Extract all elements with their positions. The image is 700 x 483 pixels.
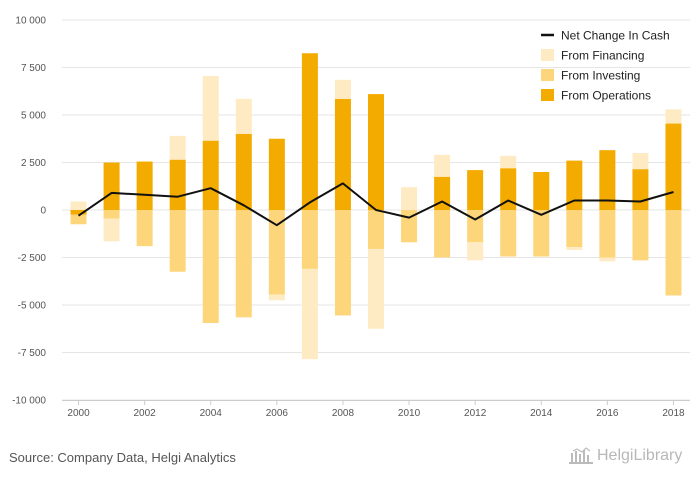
bar-from-investing-2008	[334, 210, 351, 316]
net-change-line-group	[77, 182, 674, 227]
y-tick-label: 7 500	[21, 63, 46, 74]
y-tick-label: 10 000	[15, 16, 46, 27]
legend-swatch-from-financing	[541, 49, 554, 61]
bar-from-operations-2009	[368, 94, 384, 210]
bar-from-operations-2012	[467, 170, 484, 210]
legend: Net Change In Cash From Financing From Inv…	[541, 29, 670, 103]
bar-from-financing-2009	[368, 248, 384, 329]
bar-from-financing-2008	[334, 79, 351, 99]
bar-from-operations-2007	[301, 53, 318, 210]
bar-from-investing-2006	[268, 210, 285, 295]
bar-from-operations-2014	[533, 172, 550, 210]
x-tick-label: 2014	[530, 408, 553, 419]
bar-from-operations-2006	[268, 138, 285, 210]
legend-label-from-operations: From Operations	[561, 89, 651, 103]
bar-from-investing-2004	[202, 210, 219, 324]
bar-from-financing-2016	[599, 257, 616, 262]
bar-from-investing-2017	[632, 210, 649, 261]
bar-from-financing-2001	[103, 218, 120, 242]
bar-from-investing-2015	[566, 210, 583, 248]
y-tick-label: 5 000	[21, 111, 46, 122]
legend-label-from-investing: From Investing	[561, 69, 640, 83]
y-tick-label: 2 500	[21, 158, 46, 169]
legend-swatch-from-operations	[541, 89, 554, 101]
bar-from-investing-2000	[70, 214, 87, 225]
bar-from-investing-2012	[467, 210, 484, 243]
x-tick-label: 2000	[67, 408, 90, 419]
bar-from-operations-2017	[632, 169, 649, 210]
y-tick-label: 0	[40, 206, 46, 217]
axes: -10 000 -7 500 -5 000 -2 500 0 2 500 5 000 7 50…	[12, 16, 690, 419]
bar-from-financing-2013	[500, 155, 517, 169]
legend-label-net-change-in-cash: Net Change In Cash	[561, 29, 670, 43]
x-tick-label: 2016	[596, 408, 619, 419]
bar-from-financing-2010	[401, 187, 418, 210]
helgi-library-logo: HelgiLibrary	[568, 447, 682, 465]
library-icon	[569, 447, 593, 464]
bar-from-financing-2004	[202, 76, 219, 141]
x-tick-label: 2002	[134, 408, 157, 419]
bar-from-financing-2003	[169, 135, 186, 160]
bar-from-investing-2002	[136, 210, 153, 247]
y-tick-label: -7 500	[18, 348, 47, 359]
y-tick-label: -10 000	[12, 396, 46, 407]
x-tick-label: 2010	[398, 408, 421, 419]
legend-label-from-financing: From Financing	[561, 49, 644, 63]
bar-from-operations-2000	[70, 210, 87, 215]
y-tick-label: -5 000	[18, 301, 47, 312]
bar-from-operations-2015	[566, 160, 583, 210]
bar-from-financing-2000	[70, 201, 87, 210]
bar-from-investing-2010	[401, 210, 418, 243]
source-note: Source: Company Data, Helgi Analytics	[9, 450, 236, 465]
bar-from-financing-2011	[434, 154, 451, 177]
y-tick-label: -2 500	[18, 253, 47, 264]
bar-from-operations-2003	[169, 159, 186, 210]
bar-from-financing-2015	[566, 247, 583, 250]
x-tick-label: 2008	[332, 408, 355, 419]
bar-from-investing-2009	[368, 210, 384, 249]
bar-from-investing-2011	[434, 210, 451, 258]
bar-from-investing-2003	[169, 210, 186, 272]
x-tick-label: 2012	[464, 408, 487, 419]
bar-from-investing-2001	[103, 210, 120, 219]
legend-swatch-from-investing	[541, 69, 554, 81]
bar-from-financing-2006	[268, 294, 285, 301]
bar-from-operations-2002	[136, 161, 153, 210]
bar-from-investing-2018	[665, 210, 682, 296]
bar-from-operations-2016	[599, 150, 616, 210]
bar-from-operations-2011	[434, 176, 451, 210]
bar-from-investing-2014	[533, 210, 550, 257]
bar-from-financing-2007	[301, 268, 318, 360]
bar-from-operations-2005	[235, 134, 252, 210]
x-tick-label: 2006	[266, 408, 289, 419]
bar-from-investing-2016	[599, 210, 616, 258]
x-tick-label: 2018	[662, 408, 685, 419]
bars	[70, 53, 682, 360]
bar-from-financing-2017	[632, 153, 649, 170]
bar-from-operations-2004	[202, 140, 219, 210]
bar-from-financing-2018	[665, 109, 682, 124]
bar-from-investing-2013	[500, 210, 517, 257]
bar-from-investing-2005	[235, 210, 252, 318]
bar-from-investing-2007	[301, 210, 318, 269]
bar-from-operations-2013	[500, 168, 517, 210]
bar-from-operations-2001	[103, 162, 120, 210]
bar-from-financing-2005	[235, 98, 252, 134]
logo-text: HelgiLibrary	[597, 447, 683, 464]
bar-from-operations-2008	[334, 98, 351, 210]
bar-from-operations-2018	[665, 123, 682, 210]
net-change-line	[77, 182, 674, 227]
x-tick-label: 2004	[200, 408, 223, 419]
bar-from-financing-2012	[467, 242, 484, 261]
